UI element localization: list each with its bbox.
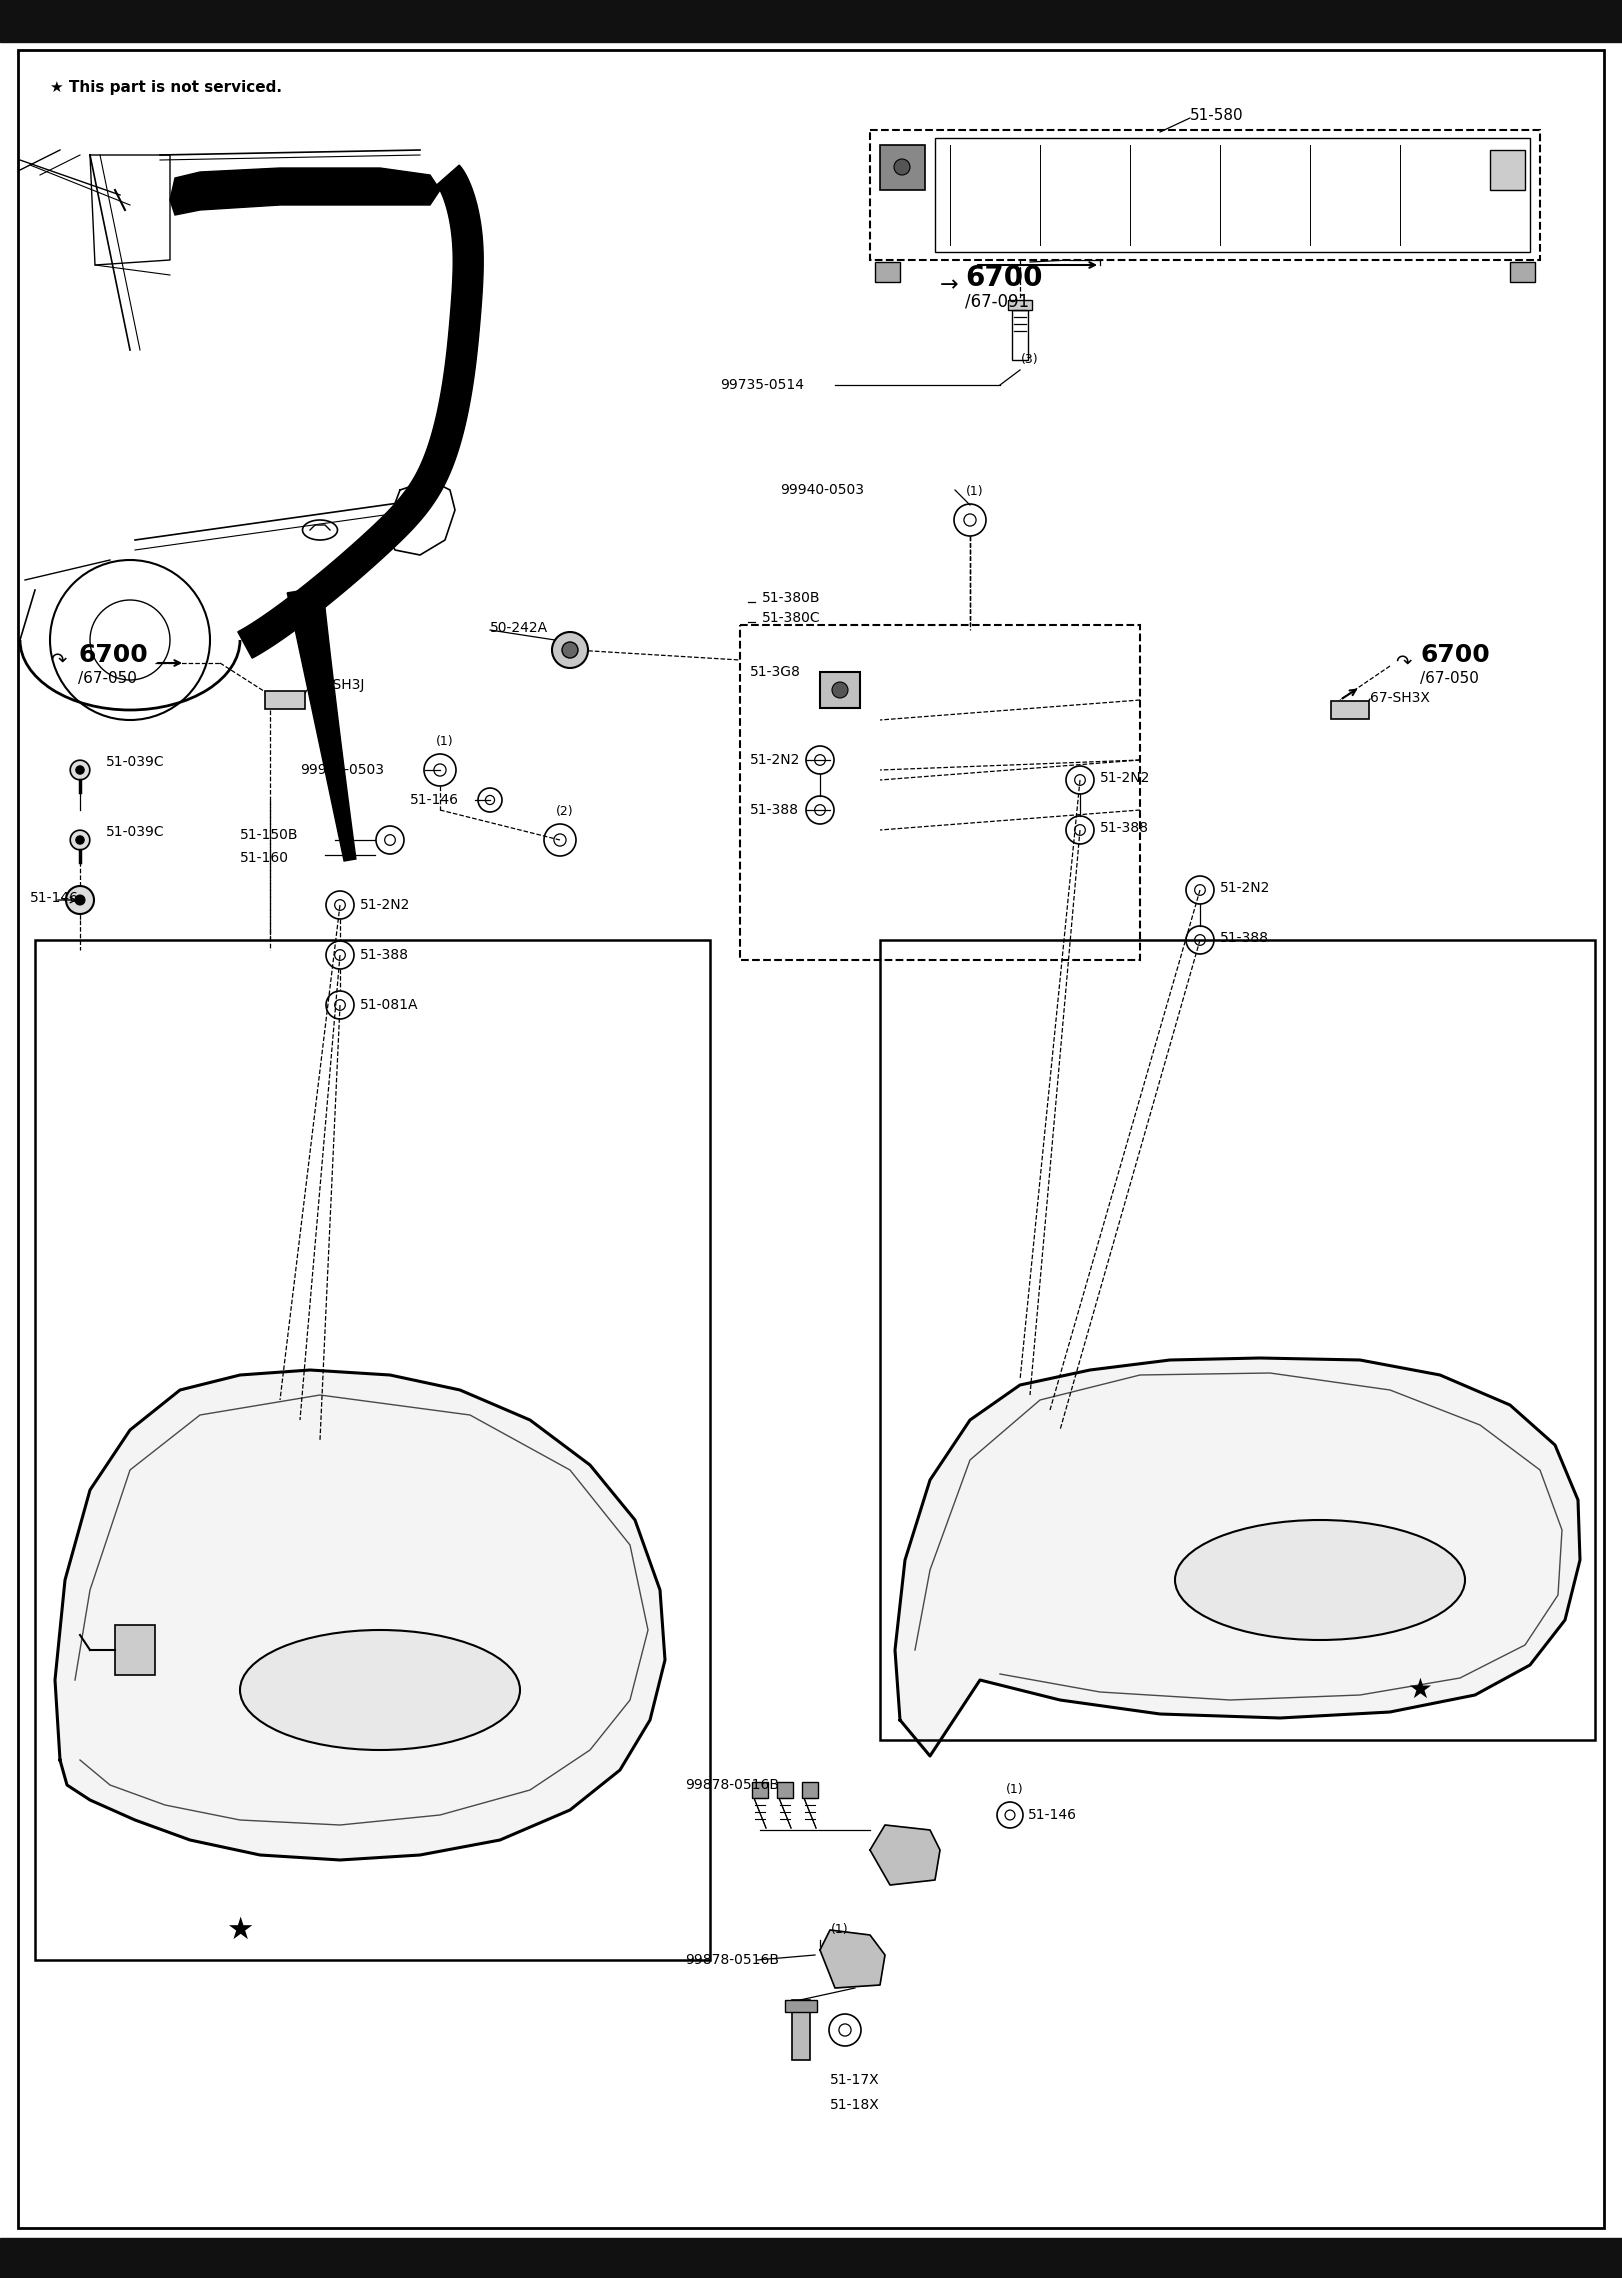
Bar: [1007, 301, 1032, 310]
Bar: [785, 2000, 817, 2011]
Bar: [740, 624, 1140, 959]
Text: 51-2N2: 51-2N2: [749, 754, 800, 768]
Text: 51-146: 51-146: [1028, 1809, 1077, 1822]
Bar: [934, 139, 1530, 253]
Text: ★: ★: [227, 1916, 253, 1945]
Text: 51-2N2: 51-2N2: [1220, 882, 1270, 895]
Bar: [0, 0, 1622, 41]
Bar: [1332, 702, 1369, 720]
Text: 51-380B: 51-380B: [762, 590, 821, 606]
Text: 51-2N2: 51-2N2: [1100, 770, 1150, 786]
Circle shape: [894, 159, 910, 175]
Text: (1): (1): [1006, 1784, 1023, 1797]
Text: 51-388: 51-388: [1100, 820, 1148, 836]
Bar: [869, 130, 1539, 260]
Text: ↷: ↷: [50, 652, 67, 670]
Text: 50-242A: 50-242A: [490, 622, 548, 636]
Circle shape: [75, 895, 84, 904]
Text: 51-160: 51-160: [240, 852, 289, 866]
Bar: [881, 941, 1594, 1740]
Bar: [801, 1781, 817, 1797]
Polygon shape: [287, 588, 355, 861]
Text: 99878-0516B: 99878-0516B: [684, 1779, 779, 1793]
Bar: [777, 1781, 793, 1797]
Text: →: →: [941, 276, 959, 294]
Bar: [1491, 150, 1525, 189]
Text: 51-081A: 51-081A: [360, 998, 418, 1011]
Bar: [792, 2000, 809, 2059]
Text: /67-050: /67-050: [78, 670, 136, 686]
Bar: [753, 1781, 767, 1797]
Text: 99878-0516B: 99878-0516B: [684, 1952, 779, 1966]
Text: 99735-0514: 99735-0514: [720, 378, 805, 392]
Bar: [874, 262, 900, 282]
Text: 51-388: 51-388: [749, 804, 800, 818]
Text: 51-2N2: 51-2N2: [360, 898, 410, 911]
Bar: [264, 690, 305, 708]
Bar: [821, 672, 860, 708]
Text: 51-150B: 51-150B: [240, 827, 298, 843]
Text: 51-388: 51-388: [1220, 932, 1268, 945]
Text: (1): (1): [830, 1923, 848, 1936]
Circle shape: [67, 886, 94, 913]
Text: (2): (2): [556, 806, 574, 818]
Text: /67-091: /67-091: [965, 294, 1028, 312]
Polygon shape: [55, 1369, 665, 1861]
Text: 6700: 6700: [78, 642, 148, 667]
Text: 51-3G8: 51-3G8: [749, 665, 801, 679]
Text: 51-18X: 51-18X: [830, 2098, 879, 2112]
Bar: [1012, 310, 1028, 360]
Text: 51-17X: 51-17X: [830, 2073, 879, 2087]
Text: 51-146: 51-146: [410, 793, 459, 806]
Polygon shape: [869, 1825, 941, 1884]
Polygon shape: [170, 169, 440, 214]
Circle shape: [76, 836, 84, 845]
Text: 99940-0503: 99940-0503: [780, 483, 865, 497]
Text: 99940-0503: 99940-0503: [300, 763, 384, 777]
Text: 51-039C: 51-039C: [105, 754, 164, 770]
Text: 67-SH3J: 67-SH3J: [310, 679, 365, 693]
Text: ↷: ↷: [1395, 652, 1411, 672]
Text: 51-388: 51-388: [360, 948, 409, 961]
Circle shape: [551, 631, 589, 667]
Circle shape: [561, 642, 577, 658]
Text: (1): (1): [967, 485, 985, 499]
Text: /67-050: /67-050: [1419, 670, 1479, 686]
Polygon shape: [238, 164, 483, 658]
Text: 51-146: 51-146: [29, 891, 79, 904]
Circle shape: [70, 761, 89, 779]
Bar: [36, 941, 710, 1959]
Text: 6700: 6700: [1419, 642, 1489, 667]
Circle shape: [832, 681, 848, 697]
Circle shape: [70, 829, 89, 850]
Text: 51-580: 51-580: [1191, 107, 1244, 123]
Bar: [115, 1624, 156, 1674]
Bar: [0, 2237, 1622, 2278]
Circle shape: [76, 765, 84, 775]
Text: (3): (3): [1022, 353, 1038, 367]
Bar: [881, 146, 925, 189]
Ellipse shape: [1174, 1519, 1465, 1640]
Text: 6700: 6700: [965, 264, 1043, 292]
Ellipse shape: [240, 1631, 521, 1750]
Text: ★ This part is not serviced.: ★ This part is not serviced.: [50, 80, 282, 96]
Text: 51-039C: 51-039C: [105, 825, 164, 838]
Text: 51-380C: 51-380C: [762, 611, 821, 624]
Bar: [1510, 262, 1534, 282]
Polygon shape: [895, 1358, 1580, 1756]
Text: 67-SH3X: 67-SH3X: [1371, 690, 1431, 704]
Text: ★: ★: [1408, 1677, 1432, 1704]
Text: (1): (1): [436, 736, 454, 749]
Polygon shape: [821, 1929, 886, 1989]
